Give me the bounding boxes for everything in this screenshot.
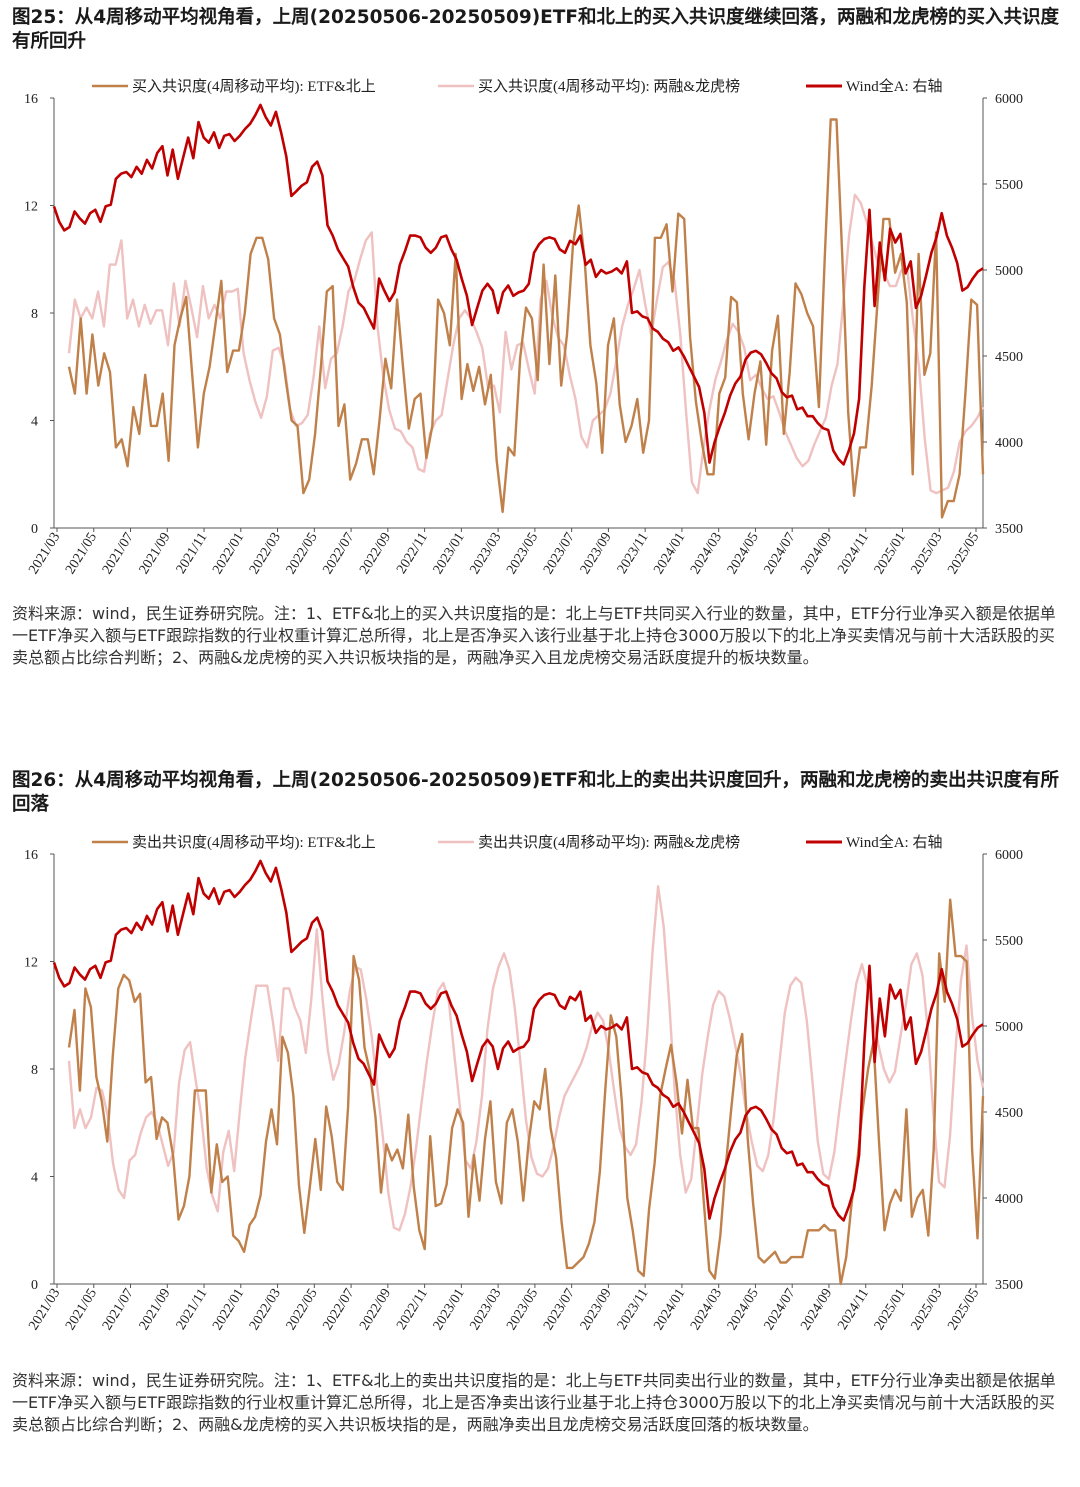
- x-tick-label: 2021/05: [63, 1286, 100, 1333]
- left-tick-label: 0: [31, 1278, 38, 1293]
- x-tick-label: 2024/01: [651, 530, 688, 577]
- x-tick-label: 2024/03: [688, 1286, 725, 1333]
- x-tick-label: 2024/09: [798, 1286, 835, 1333]
- right-tick-label: 4500: [995, 1106, 1023, 1121]
- figure-25-source-note: 资料来源：wind，民生证券研究院。注：1、ETF&北上的买入共识度指的是：北上…: [12, 604, 1056, 667]
- right-tick-label: 4500: [995, 350, 1023, 365]
- x-tick-label: 2022/09: [357, 1286, 394, 1333]
- right-tick-label: 4000: [995, 436, 1023, 451]
- x-tick-label: 2025/03: [909, 530, 946, 577]
- x-tick-label: 2023/09: [578, 1286, 615, 1333]
- x-tick-label: 2024/05: [725, 1286, 762, 1333]
- x-tick-label: 2021/09: [137, 1286, 174, 1333]
- series-line-0: [67, 898, 985, 1286]
- x-tick-label: 2024/07: [762, 1286, 799, 1333]
- x-tick-label: 2024/03: [688, 530, 725, 577]
- x-tick-label: 2023/03: [467, 530, 504, 577]
- legend-label-2: Wind全A: 右轴: [846, 77, 942, 95]
- x-tick-label: 2021/07: [100, 1286, 137, 1333]
- right-tick-label: 6000: [995, 92, 1023, 107]
- x-tick-label: 2025/01: [872, 1286, 909, 1333]
- x-tick-label: 2022/01: [210, 530, 247, 577]
- series-line-2: [52, 103, 984, 466]
- x-tick-label: 2024/11: [835, 530, 872, 576]
- chart-sell-consensus: 卖出共识度(4周移动平均): ETF&北上 卖出共识度(4周移动平均): 两融&龙…: [24, 833, 1023, 1333]
- right-tick-label: 4000: [995, 1192, 1023, 1207]
- x-tick-label: 2023/07: [541, 1286, 578, 1333]
- right-tick-label: 5000: [995, 264, 1023, 279]
- legend-label-1: 卖出共识度(4周移动平均): 两融&龙虎榜: [478, 834, 740, 851]
- x-tick-label: 2024/05: [725, 530, 762, 577]
- right-tick-label: 6000: [995, 848, 1023, 863]
- x-tick-label: 2022/07: [320, 1286, 357, 1333]
- x-tick-label: 2021/11: [174, 1286, 211, 1332]
- x-tick-label: 2023/11: [615, 1286, 652, 1332]
- left-tick-label: 12: [24, 200, 38, 215]
- right-tick-label: 5500: [995, 934, 1023, 949]
- x-tick-label: 2022/09: [357, 530, 394, 577]
- left-tick-label: 4: [31, 1171, 38, 1186]
- right-tick-label: 3500: [995, 1278, 1023, 1293]
- x-tick-label: 2023/05: [504, 530, 541, 577]
- left-tick-label: 16: [24, 92, 38, 107]
- x-tick-label: 2021/07: [100, 530, 137, 577]
- series-line-1: [67, 193, 985, 495]
- chart-buy-consensus: 买入共识度(4周移动平均): ETF&北上 买入共识度(4周移动平均): 两融&龙…: [24, 77, 1023, 577]
- x-tick-label: 2022/01: [210, 1286, 247, 1333]
- x-tick-label: 2024/11: [835, 1286, 872, 1332]
- x-tick-label: 2022/07: [320, 530, 357, 577]
- right-tick-label: 3500: [995, 522, 1023, 537]
- x-tick-label: 2024/09: [798, 530, 835, 577]
- figure-26-title: 图26：从4周移动平均视角看，上周(20250506-20250509)ETF和…: [12, 770, 1060, 815]
- x-tick-label: 2023/11: [615, 530, 652, 576]
- legend-label-0: 买入共识度(4周移动平均): ETF&北上: [132, 78, 376, 95]
- x-tick-label: 2022/11: [394, 1286, 431, 1332]
- left-tick-label: 8: [31, 307, 38, 322]
- x-tick-label: 2021/11: [174, 530, 211, 576]
- x-tick-label: 2022/03: [247, 1286, 284, 1333]
- left-tick-label: 12: [24, 956, 38, 971]
- x-tick-label: 2025/05: [945, 1286, 982, 1333]
- series-line-0: [67, 118, 985, 519]
- left-tick-label: 16: [24, 848, 38, 863]
- x-tick-label: 2021/09: [137, 530, 174, 577]
- left-tick-label: 0: [31, 522, 38, 537]
- x-tick-label: 2021/03: [26, 530, 63, 577]
- x-tick-label: 2025/01: [872, 530, 909, 577]
- figure-26-source-note: 资料来源：wind，民生证券研究院。注：1、ETF&北上的卖出共识度指的是：北上…: [12, 1371, 1056, 1434]
- x-tick-label: 2025/03: [909, 1286, 946, 1333]
- x-tick-label: 2023/01: [431, 530, 468, 577]
- x-tick-label: 2025/05: [945, 530, 982, 577]
- legend-label-2: Wind全A: 右轴: [846, 833, 942, 851]
- x-tick-label: 2024/01: [651, 1286, 688, 1333]
- x-tick-label: 2023/01: [431, 1286, 468, 1333]
- legend-label-0: 卖出共识度(4周移动平均): ETF&北上: [132, 834, 376, 851]
- x-tick-label: 2022/03: [247, 530, 284, 577]
- series-line-2: [52, 859, 984, 1222]
- x-tick-label: 2022/05: [284, 1286, 321, 1333]
- x-tick-label: 2021/05: [63, 530, 100, 577]
- x-tick-label: 2024/07: [762, 530, 799, 577]
- x-tick-label: 2023/05: [504, 1286, 541, 1333]
- right-tick-label: 5000: [995, 1020, 1023, 1035]
- left-tick-label: 8: [31, 1063, 38, 1078]
- x-tick-label: 2023/09: [578, 530, 615, 577]
- x-tick-label: 2022/05: [284, 530, 321, 577]
- figure-25-title: 图25：从4周移动平均视角看，上周(20250506-20250509)ETF和…: [12, 7, 1060, 52]
- right-tick-label: 5500: [995, 178, 1023, 193]
- x-tick-label: 2023/03: [467, 1286, 504, 1333]
- x-tick-label: 2023/07: [541, 530, 578, 577]
- x-tick-label: 2021/03: [26, 1286, 63, 1333]
- x-tick-label: 2022/11: [394, 530, 431, 576]
- left-tick-label: 4: [31, 415, 38, 430]
- legend-label-1: 买入共识度(4周移动平均): 两融&龙虎榜: [478, 78, 740, 95]
